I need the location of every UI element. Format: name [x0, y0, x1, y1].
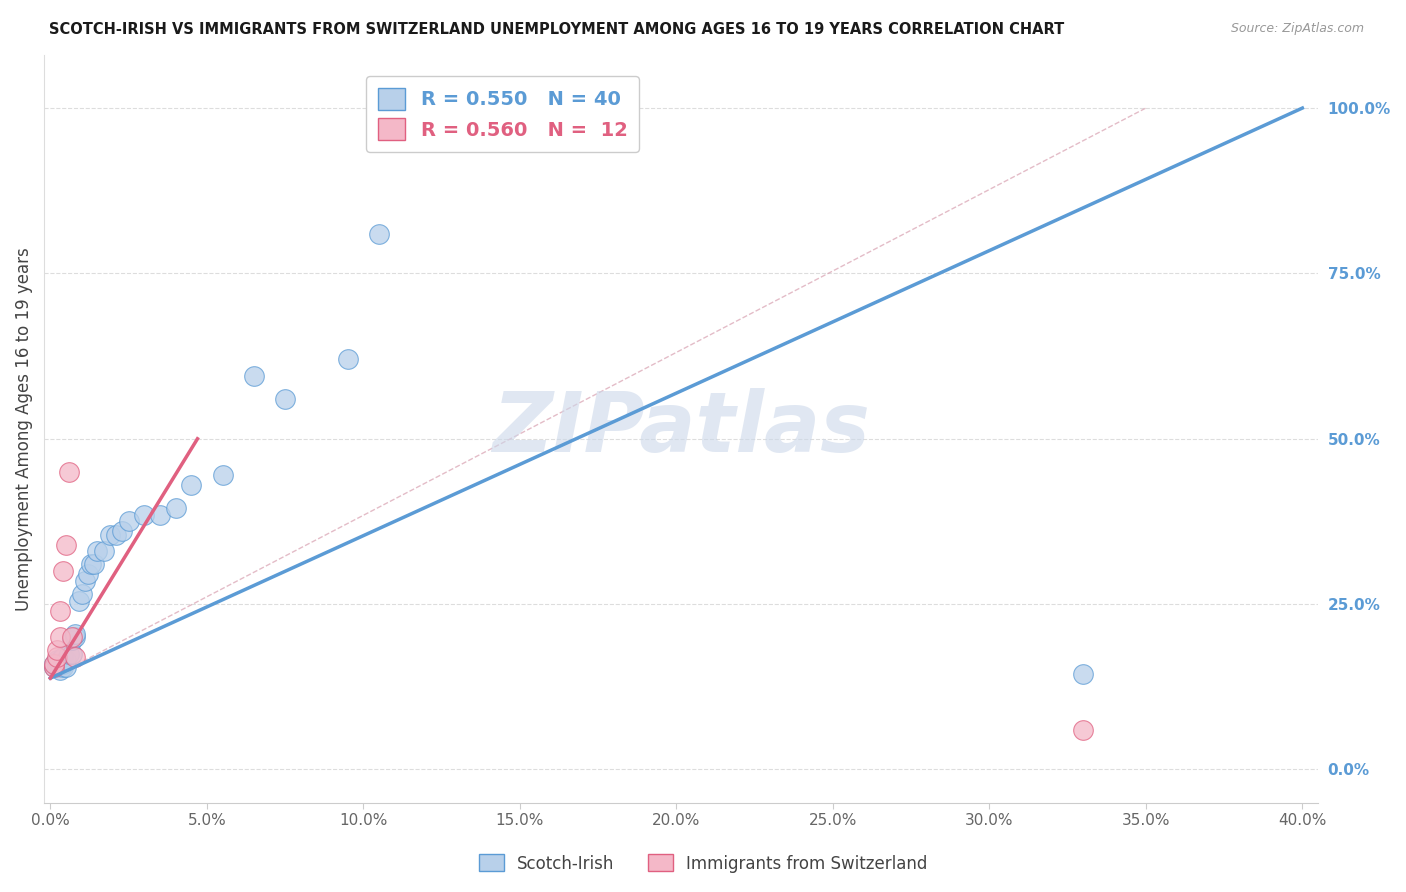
Point	[105, 527, 128, 541]
Point	[93, 544, 115, 558]
Point	[49, 604, 72, 618]
Point	[49, 663, 72, 677]
Point	[52, 650, 75, 665]
Point	[243, 368, 266, 383]
Point	[368, 227, 391, 241]
Point	[274, 392, 297, 406]
Point	[67, 594, 90, 608]
Point	[42, 660, 65, 674]
Text: ZIPatlas: ZIPatlas	[492, 388, 870, 469]
Point	[49, 657, 72, 671]
Point	[117, 515, 139, 529]
Point	[65, 650, 87, 665]
Point	[52, 564, 75, 578]
Point	[58, 647, 80, 661]
Point	[49, 653, 72, 667]
Point	[77, 567, 100, 582]
Point	[83, 558, 105, 572]
Point	[49, 630, 72, 644]
Point	[45, 643, 67, 657]
Point	[60, 633, 83, 648]
Point	[42, 660, 65, 674]
Text: Source: ZipAtlas.com: Source: ZipAtlas.com	[1230, 22, 1364, 36]
Point	[65, 630, 87, 644]
Point	[86, 544, 108, 558]
Point	[60, 630, 83, 644]
Point	[70, 587, 93, 601]
Point	[73, 574, 96, 588]
Point	[336, 352, 359, 367]
Point	[65, 627, 87, 641]
Point	[134, 508, 156, 522]
Point	[52, 657, 75, 671]
Point	[55, 653, 77, 667]
Point	[42, 657, 65, 671]
Point	[149, 508, 172, 522]
Point	[45, 650, 67, 665]
Y-axis label: Unemployment Among Ages 16 to 19 years: Unemployment Among Ages 16 to 19 years	[15, 247, 32, 611]
Point	[55, 660, 77, 674]
Point	[80, 558, 103, 572]
Point	[98, 527, 121, 541]
Legend: R = 0.550   N = 40, R = 0.560   N =  12: R = 0.550 N = 40, R = 0.560 N = 12	[366, 76, 640, 153]
Text: SCOTCH-IRISH VS IMMIGRANTS FROM SWITZERLAND UNEMPLOYMENT AMONG AGES 16 TO 19 YEA: SCOTCH-IRISH VS IMMIGRANTS FROM SWITZERL…	[49, 22, 1064, 37]
Point	[1071, 666, 1094, 681]
Point	[42, 657, 65, 671]
Point	[45, 653, 67, 667]
Point	[180, 478, 202, 492]
Point	[55, 538, 77, 552]
Point	[1071, 723, 1094, 737]
Point	[58, 465, 80, 479]
Point	[165, 501, 187, 516]
Point	[60, 647, 83, 661]
Point	[45, 660, 67, 674]
Legend: Scotch-Irish, Immigrants from Switzerland: Scotch-Irish, Immigrants from Switzerlan…	[472, 847, 934, 880]
Point	[111, 524, 134, 539]
Point	[211, 468, 233, 483]
Point	[52, 660, 75, 674]
Point	[45, 657, 67, 671]
